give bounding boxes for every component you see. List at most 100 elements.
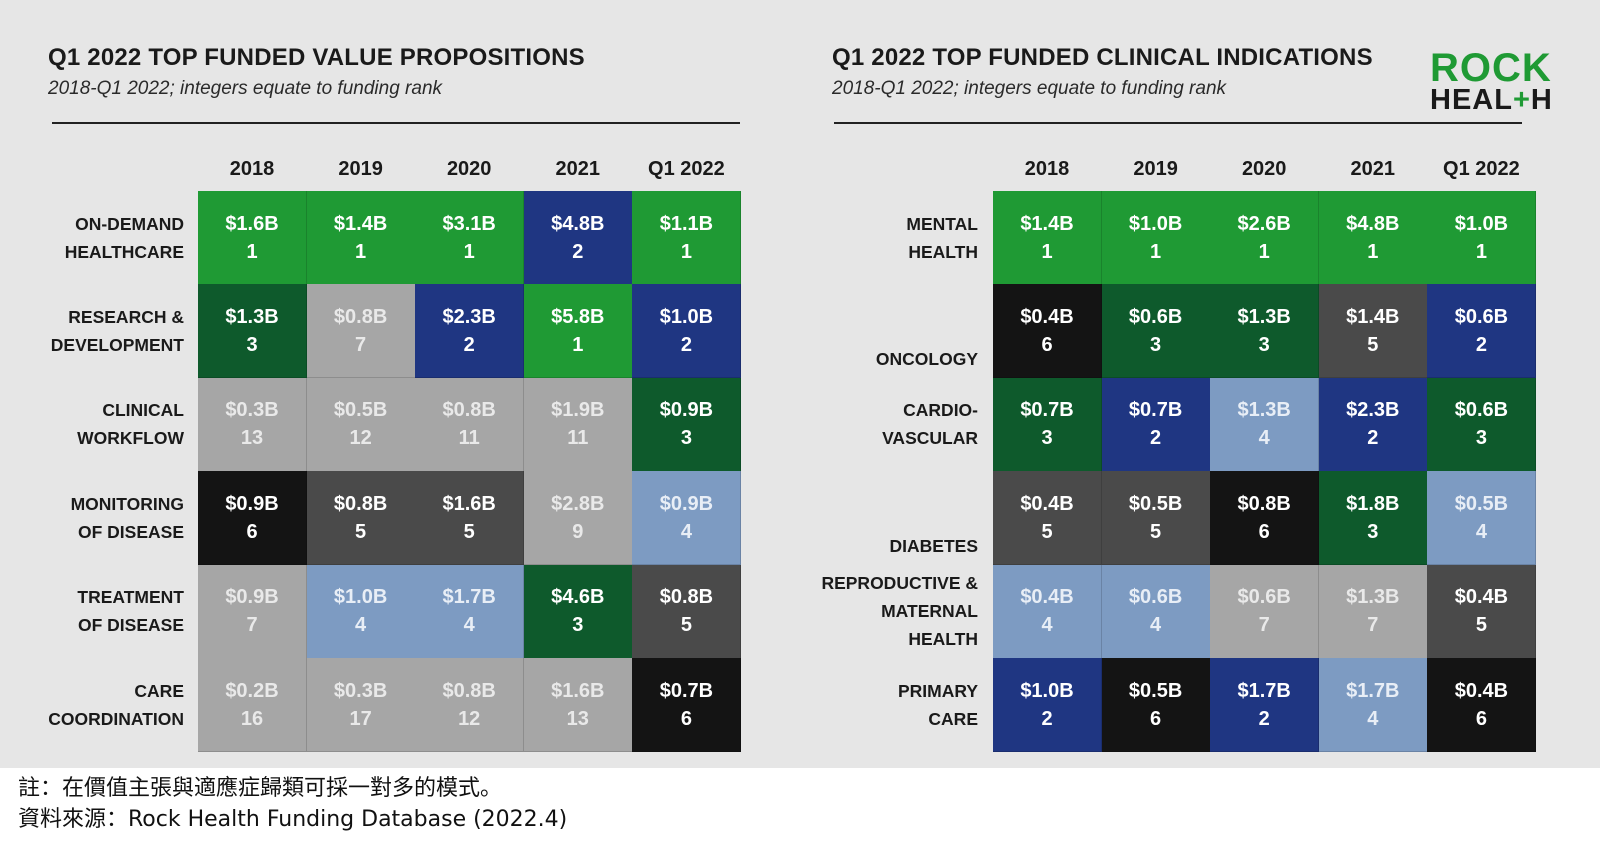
cell-funding-value: $1.0B — [1128, 212, 1183, 235]
row-label-line: TREATMENT — [77, 587, 184, 608]
cell-funding-rank: 6 — [1041, 333, 1053, 356]
vp-heatmap-cell: $1.6B 5 — [415, 471, 525, 566]
row-label-line: ONCOLOGY — [875, 348, 978, 369]
right-title-divider — [834, 122, 1522, 124]
cell-funding-value: $1.0B — [1020, 679, 1074, 702]
cell-funding-rank: 5 — [1367, 333, 1379, 356]
cell-funding-value: $1.4B — [1020, 212, 1074, 235]
cell-funding-value: $1.3B — [1237, 399, 1291, 422]
cell-funding-value: $1.3B — [225, 305, 279, 328]
ci-row-label: DIABETES — [808, 471, 978, 564]
cell-funding-value: $1.3B — [1346, 586, 1400, 609]
ci-heatmap-cell: $0.7B 3 — [993, 377, 1102, 472]
cell-funding-rank: 6 — [1475, 707, 1487, 730]
cell-funding-value: $1.7B — [1237, 679, 1291, 702]
cell-funding-value: $1.0B — [1454, 212, 1509, 235]
vp-heatmap-cell: $2.8B 9 — [523, 471, 633, 566]
cell-funding-rank: 2 — [1041, 707, 1053, 730]
cell-funding-value: $0.4B — [1454, 586, 1509, 609]
vp-heatmap-cell: $5.8B 1 — [523, 284, 633, 379]
vp-heatmap-cell: $0.3B 13 — [198, 377, 307, 472]
vp-row-label: TREATMENT OF DISEASE — [14, 565, 184, 658]
vp-heatmap-cell: $0.8B 5 — [632, 564, 742, 659]
cell-funding-rank: 3 — [1475, 427, 1487, 450]
cell-funding-rank: 4 — [463, 614, 475, 637]
cell-funding-rank: 9 — [572, 520, 584, 543]
cell-funding-rank: 3 — [680, 427, 692, 450]
cell-funding-rank: 12 — [349, 427, 372, 450]
cell-funding-value: $0.6B — [1454, 305, 1509, 328]
row-label-line: WORKFLOW — [77, 428, 184, 449]
cell-funding-value: $1.3B — [1237, 305, 1291, 328]
cell-funding-value: $0.5B — [1454, 492, 1509, 515]
row-label-line: COORDINATION — [48, 708, 184, 729]
ci-row-label: PRIMARY CARE — [808, 658, 978, 751]
cell-funding-rank: 2 — [1475, 333, 1487, 356]
cell-funding-rank: 4 — [680, 520, 692, 543]
ci-row-label: ONCOLOGY — [808, 284, 978, 377]
cell-funding-value: $0.8B — [659, 586, 714, 609]
ci-column-header-2021: 2021 — [1350, 158, 1396, 180]
vp-heatmap-cell: $0.9B 7 — [198, 564, 307, 659]
cell-funding-rank: 4 — [1367, 707, 1379, 730]
row-label-line: MENTAL — [906, 213, 978, 234]
vp-heatmap-cell: $1.7B 4 — [415, 564, 525, 659]
cell-funding-rank: 3 — [1367, 520, 1379, 543]
cell-funding-rank: 2 — [1258, 707, 1270, 730]
ci-heatmap-cell: $0.6B 4 — [1101, 564, 1211, 659]
logo-word-rock: ROCK — [1430, 46, 1552, 90]
vp-heatmap-cell: $1.4B 1 — [306, 191, 416, 285]
cell-funding-rank: 3 — [572, 614, 584, 637]
cell-funding-value: $1.6B — [551, 679, 605, 702]
ci-heatmap-cell: $1.3B 3 — [1210, 284, 1320, 379]
vp-heatmap-cell: $0.9B 4 — [632, 471, 742, 566]
cell-funding-rank: 4 — [1475, 520, 1487, 543]
ci-heatmap-cell: $0.7B 2 — [1101, 377, 1211, 472]
cell-funding-rank: 3 — [1258, 333, 1270, 356]
vp-heatmap-cell: $4.6B 3 — [523, 564, 633, 659]
vp-row-label: ON-DEMAND HEALTHCARE — [14, 191, 184, 284]
cell-funding-value: $0.8B — [333, 305, 388, 328]
cell-funding-value: $0.8B — [442, 399, 496, 422]
vp-heatmap-cell: $1.3B 3 — [198, 284, 307, 379]
cell-funding-rank: 1 — [463, 240, 475, 263]
right-chart-title: Q1 2022 TOP FUNDED CLINICAL INDICATIONS — [832, 44, 1373, 71]
cell-funding-rank: 1 — [246, 240, 258, 263]
vp-heatmap-cell: $0.7B 6 — [632, 658, 742, 752]
ci-column-header-q1-2022: Q1 2022 — [1443, 158, 1520, 180]
ci-column-header-2020: 2020 — [1241, 158, 1287, 180]
ci-heatmap-cell: $0.6B 3 — [1427, 377, 1537, 472]
cell-funding-rank: 7 — [1258, 614, 1270, 637]
cell-funding-value: $0.3B — [333, 679, 388, 702]
cell-funding-value: $0.9B — [225, 586, 279, 609]
vp-column-header-q1-2022: Q1 2022 — [648, 158, 725, 180]
cell-funding-rank: 1 — [1041, 240, 1053, 263]
cell-funding-rank: 5 — [355, 520, 367, 543]
vp-heatmap-cell: $2.3B 2 — [415, 284, 525, 379]
cell-funding-rank: 4 — [1258, 427, 1270, 450]
ci-heatmap-cell: $0.4B 6 — [1427, 658, 1537, 752]
cell-funding-rank: 11 — [567, 427, 589, 450]
vp-heatmap-cell: $0.9B 6 — [198, 471, 307, 566]
cell-funding-value: $1.0B — [659, 305, 714, 328]
cell-funding-value: $0.8B — [1237, 492, 1291, 515]
cell-funding-rank: 1 — [1258, 240, 1270, 263]
footnote-source-line: 資料來源：Rock Health Funding Database (2022.… — [18, 807, 568, 832]
cell-funding-value: $0.5B — [333, 399, 388, 422]
cell-funding-rank: 1 — [1475, 240, 1487, 263]
vp-heatmap-cell: $0.2B 16 — [198, 658, 307, 752]
vp-column-header-2020: 2020 — [446, 158, 492, 180]
ci-heatmap-cell: $0.4B 4 — [993, 564, 1102, 659]
cell-funding-value: $1.4B — [333, 212, 388, 235]
ci-heatmap-cell: $0.4B 5 — [1427, 564, 1537, 659]
cell-funding-rank: 6 — [1150, 707, 1162, 730]
cell-funding-value: $4.6B — [551, 586, 605, 609]
cell-funding-rank: 5 — [1475, 614, 1487, 637]
ci-heatmap-cell: $1.7B 2 — [1210, 658, 1320, 752]
cell-funding-value: $0.3B — [225, 399, 279, 422]
left-title-divider — [52, 122, 740, 124]
cell-funding-rank: 13 — [240, 427, 264, 450]
vp-heatmap-cell: $0.9B 3 — [632, 377, 742, 472]
vp-row-label: RESEARCH & DEVELOPMENT — [14, 284, 184, 377]
ci-heatmap-cell: $2.6B 1 — [1210, 191, 1320, 285]
